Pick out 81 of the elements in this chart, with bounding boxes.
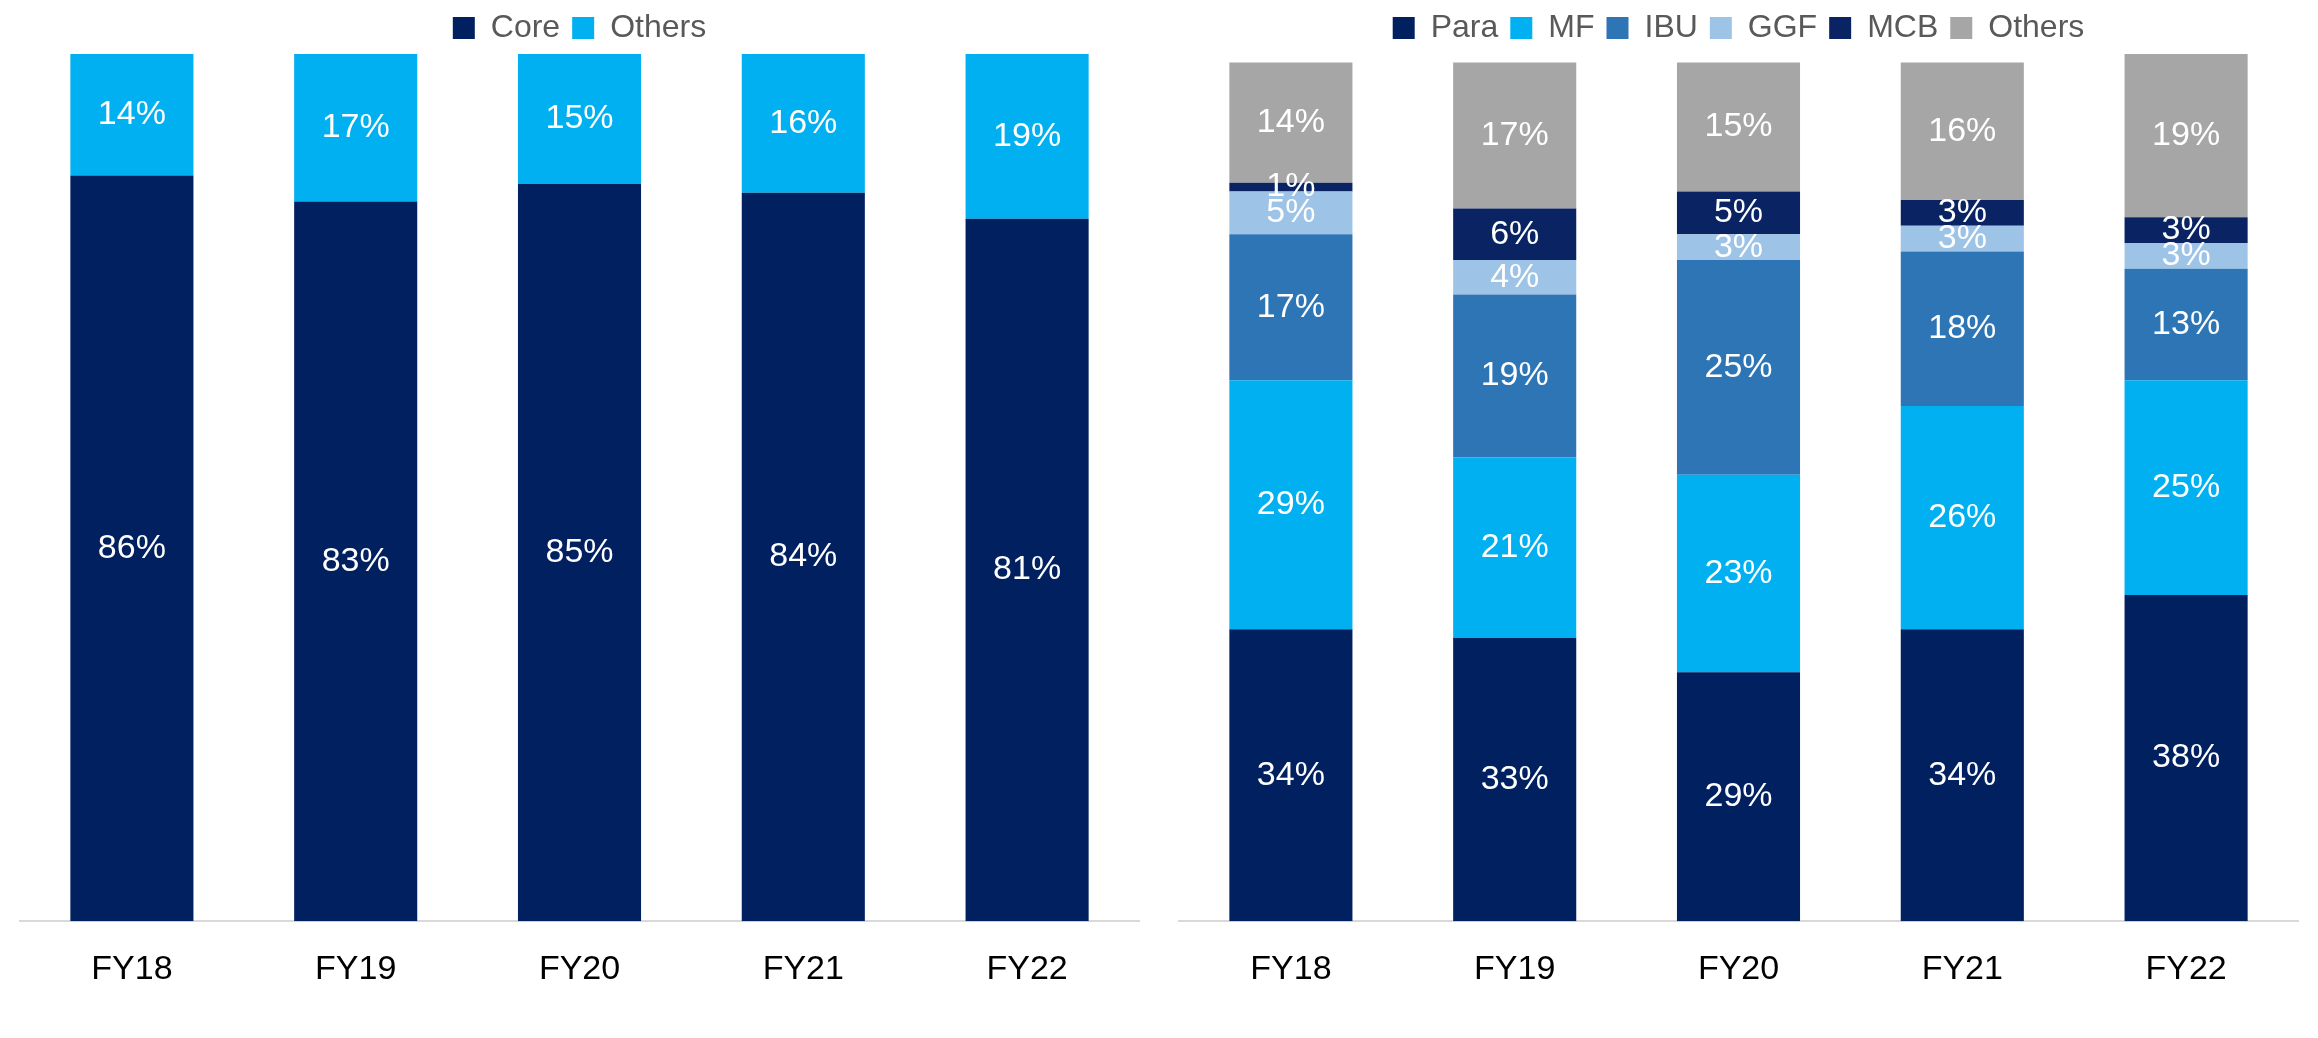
data-label: 86% — [97, 526, 166, 565]
bar — [965, 54, 1089, 219]
data-label: 26% — [1928, 496, 1997, 535]
x-tick-label: FY21 — [1921, 947, 2003, 986]
bar — [1453, 62, 1577, 209]
bar — [1676, 62, 1801, 192]
data-label: 17% — [321, 106, 390, 145]
bar — [70, 54, 194, 176]
bar — [294, 201, 418, 922]
data-label: 23% — [1704, 551, 1773, 590]
bar — [1453, 208, 1577, 261]
x-tick-label: FY18 — [91, 947, 173, 986]
data-label: 19% — [1480, 354, 1549, 393]
x-tick-label: FY21 — [762, 947, 844, 986]
data-label: 34% — [1256, 753, 1325, 792]
data-label: 81% — [993, 548, 1062, 587]
data-label: 29% — [1256, 483, 1325, 522]
bar — [2124, 594, 2248, 922]
legend-label: IBU — [1644, 7, 1698, 44]
bar — [965, 218, 1089, 922]
bar — [1229, 380, 1353, 630]
legend-label: Others — [1988, 7, 2085, 44]
bar — [741, 192, 865, 922]
data-label: 19% — [993, 114, 1062, 153]
data-label: 16% — [769, 101, 838, 140]
bar — [2124, 54, 2248, 218]
data-label: 13% — [2152, 302, 2221, 341]
bar — [1676, 260, 1801, 475]
bar — [1900, 406, 2024, 630]
x-tick-label: FY19 — [315, 947, 397, 986]
data-label: 38% — [2152, 736, 2221, 775]
bar — [517, 54, 642, 185]
x-tick-label: FY20 — [538, 947, 621, 986]
data-label: 18% — [1928, 307, 1997, 346]
data-label: 29% — [1704, 775, 1773, 814]
x-tick-label: FY22 — [2145, 947, 2227, 986]
data-label: 15% — [545, 97, 614, 136]
bar — [1900, 629, 2024, 922]
bar — [1453, 457, 1577, 638]
data-label: 16% — [1928, 109, 1997, 148]
data-label: 21% — [1480, 526, 1549, 565]
data-label: 19% — [2152, 113, 2221, 152]
x-tick-label: FY22 — [986, 947, 1068, 986]
legend-label: GGF — [1747, 7, 1818, 44]
x-tick-label: FY20 — [1697, 947, 1780, 986]
data-label: 25% — [1704, 345, 1773, 384]
x-tick-label: FY18 — [1250, 947, 1332, 986]
data-label: 15% — [1704, 105, 1773, 144]
x-tick-label: FY19 — [1474, 947, 1556, 986]
legend-label: MF — [1548, 7, 1595, 44]
bar — [2124, 380, 2248, 595]
bar — [1676, 191, 1801, 235]
bar — [1900, 251, 2024, 407]
bar — [1229, 234, 1353, 381]
bar — [517, 184, 642, 922]
data-label: 6% — [1490, 212, 1540, 251]
data-label: 33% — [1480, 757, 1549, 796]
legend-label: Para — [1430, 7, 1499, 44]
data-label: 17% — [1256, 285, 1325, 324]
bar — [1676, 672, 1801, 922]
data-label: 14% — [97, 93, 166, 132]
legend-label: Core — [490, 7, 561, 44]
bar — [294, 54, 418, 202]
legend-label: Others — [610, 7, 707, 44]
data-label: 34% — [1928, 753, 1997, 792]
data-label: 84% — [769, 535, 838, 574]
bar — [1453, 294, 1577, 458]
data-label: 83% — [321, 539, 390, 578]
bar — [2124, 268, 2248, 381]
bar — [70, 175, 194, 922]
data-label: 4% — [1490, 255, 1540, 294]
legend-label: MCB — [1867, 7, 1939, 44]
bar — [1676, 474, 1801, 673]
data-label: 25% — [2152, 465, 2221, 504]
data-label: 85% — [545, 531, 614, 570]
data-label: 17% — [1480, 113, 1549, 152]
bar — [1229, 629, 1353, 922]
bar — [741, 54, 865, 193]
bar — [1453, 637, 1577, 922]
bar — [1900, 62, 2024, 200]
data-label: 14% — [1256, 101, 1325, 140]
